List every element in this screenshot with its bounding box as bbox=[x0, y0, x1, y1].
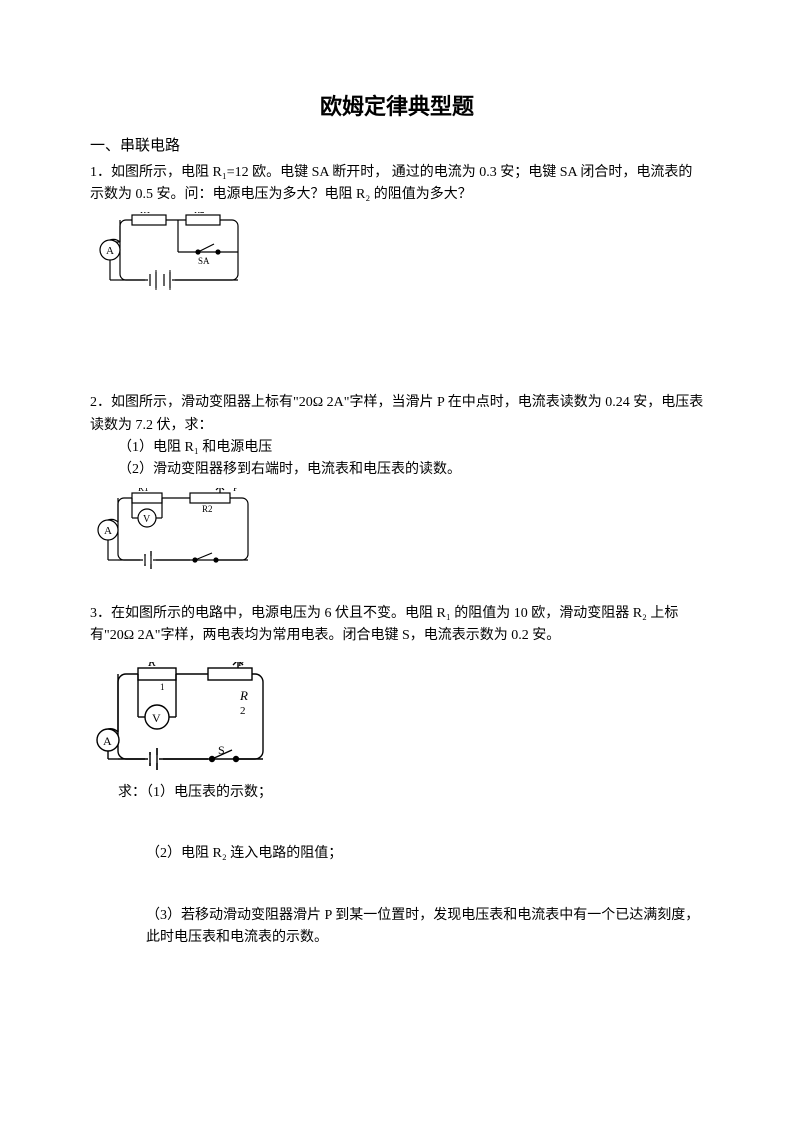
section-header: 一、串联电路 bbox=[90, 135, 704, 158]
question-3: 3．在如图所示的电路中，电源电压为 6 伏且不变。电阻 R₁ 的阻值为 10 欧… bbox=[90, 603, 704, 950]
label-p-3: P bbox=[238, 662, 244, 669]
q2-sub1: （1）电阻 R₁ 和电源电压 bbox=[118, 437, 704, 459]
circuit-diagram-3: R P R 2 V A S 1 bbox=[90, 662, 275, 772]
label-r2-2: R2 bbox=[202, 504, 213, 514]
question-1: 1．如图所示，电阻 R₁=12 欧。电键 SA 断开时， 通过的电流为 0.3 … bbox=[90, 162, 704, 293]
label-sa: SA bbox=[198, 256, 210, 266]
label-v: V bbox=[143, 514, 151, 525]
label-r1-2: R1 bbox=[138, 488, 149, 493]
label-v-3: V bbox=[152, 711, 161, 725]
page-title: 欧姆定律典型题 bbox=[90, 90, 704, 123]
label-r-3: R bbox=[147, 662, 156, 669]
label-r2b: 2 bbox=[240, 705, 246, 717]
label-s: S bbox=[218, 743, 225, 757]
q2-sub2: （2）滑动变阻器移到右端时，电流表和电压表的读数。 bbox=[118, 459, 704, 481]
label-r2: R2 bbox=[194, 212, 205, 215]
circuit-1: R1 R2 SA A bbox=[90, 212, 704, 292]
label-a: A bbox=[106, 245, 114, 257]
question-2: 2．如图所示，滑动变阻器上标有"20Ω 2A"字样，当滑片 P 在中点时，电流表… bbox=[90, 392, 704, 573]
q1-text: 1．如图所示，电阻 R₁=12 欧。电键 SA 断开时， 通过的电流为 0.3 … bbox=[90, 162, 704, 207]
q3-ask3: （3）若移动滑动变阻器滑片 P 到某一位置时，发现电压表和电流表中有一个已达满刻… bbox=[146, 905, 704, 950]
circuit-diagram-1: R1 R2 SA A bbox=[90, 212, 250, 292]
label-a-3: A bbox=[103, 734, 112, 748]
q3-ask2: （2）电阻 R₂ 连入电路的阻值； bbox=[146, 843, 704, 865]
label-one: 1 bbox=[160, 682, 165, 692]
label-a-2: A bbox=[104, 525, 112, 537]
circuit-2: R1 R2 P V A bbox=[90, 488, 704, 573]
q3-text: 3．在如图所示的电路中，电源电压为 6 伏且不变。电阻 R₁ 的阻值为 10 欧… bbox=[90, 603, 704, 648]
circuit-diagram-2: R1 R2 P V A bbox=[90, 488, 260, 573]
label-r1: R1 bbox=[140, 212, 151, 215]
label-r2a: R bbox=[239, 688, 248, 703]
label-p: P bbox=[233, 488, 238, 493]
circuit-3: R P R 2 V A S 1 bbox=[90, 662, 704, 772]
q2-text: 2．如图所示，滑动变阻器上标有"20Ω 2A"字样，当滑片 P 在中点时，电流表… bbox=[90, 392, 704, 437]
q3-ask1: 求：（1）电压表的示数； bbox=[118, 782, 704, 803]
